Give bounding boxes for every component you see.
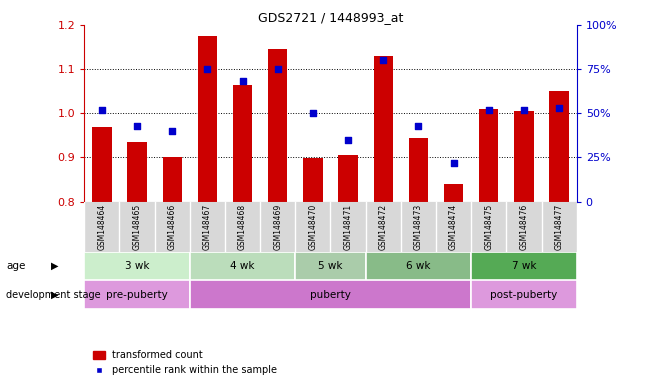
Text: GSM148476: GSM148476 <box>520 204 529 250</box>
Legend: transformed count, percentile rank within the sample: transformed count, percentile rank withi… <box>89 346 281 379</box>
Bar <box>444 184 463 202</box>
Text: GSM148473: GSM148473 <box>414 204 423 250</box>
Point <box>202 66 213 72</box>
Point <box>308 110 318 116</box>
Point <box>448 160 459 166</box>
Point <box>483 107 494 113</box>
Title: GDS2721 / 1448993_at: GDS2721 / 1448993_at <box>258 11 403 24</box>
Text: GSM148471: GSM148471 <box>343 204 353 250</box>
Text: 6 wk: 6 wk <box>406 261 431 271</box>
Text: GSM148470: GSM148470 <box>308 204 318 250</box>
Text: 7 wk: 7 wk <box>512 261 536 271</box>
Bar <box>190 252 295 280</box>
Text: GSM148465: GSM148465 <box>132 204 141 250</box>
Point <box>273 66 283 72</box>
Bar <box>338 155 358 202</box>
Text: ▶: ▶ <box>51 290 59 300</box>
Point <box>519 107 529 113</box>
Bar <box>479 109 498 202</box>
Bar <box>550 91 569 202</box>
Bar <box>515 111 534 202</box>
Point <box>343 137 353 143</box>
Text: GSM148467: GSM148467 <box>203 204 212 250</box>
Bar <box>373 56 393 202</box>
Bar <box>84 252 190 280</box>
Text: 3 wk: 3 wk <box>125 261 149 271</box>
Bar <box>127 142 146 202</box>
Text: ▶: ▶ <box>51 261 59 271</box>
Bar <box>471 280 577 309</box>
Text: GSM148477: GSM148477 <box>555 204 564 250</box>
Text: age: age <box>6 261 26 271</box>
Text: GSM148468: GSM148468 <box>238 204 247 250</box>
Bar <box>409 137 428 202</box>
Point <box>413 122 424 129</box>
Bar <box>233 84 252 202</box>
Text: GSM148466: GSM148466 <box>168 204 177 250</box>
Point <box>378 57 388 63</box>
Text: GSM148475: GSM148475 <box>484 204 493 250</box>
Bar <box>92 126 111 202</box>
Point <box>132 122 142 129</box>
Bar <box>163 157 182 202</box>
Bar <box>365 252 471 280</box>
Point <box>237 78 248 84</box>
Bar <box>190 280 471 309</box>
Bar <box>295 252 365 280</box>
Bar <box>84 280 190 309</box>
Text: development stage: development stage <box>6 290 101 300</box>
Text: post-puberty: post-puberty <box>491 290 557 300</box>
Point <box>167 128 178 134</box>
Point <box>97 107 107 113</box>
Text: pre-puberty: pre-puberty <box>106 290 168 300</box>
Text: GSM148472: GSM148472 <box>378 204 388 250</box>
Bar <box>198 36 217 202</box>
Point <box>554 105 564 111</box>
Bar <box>268 49 287 202</box>
Text: 5 wk: 5 wk <box>318 261 343 271</box>
Text: 4 wk: 4 wk <box>230 261 255 271</box>
Text: GSM148474: GSM148474 <box>449 204 458 250</box>
Text: puberty: puberty <box>310 290 351 300</box>
Text: GSM148464: GSM148464 <box>97 204 106 250</box>
Text: GSM148469: GSM148469 <box>273 204 283 250</box>
Bar <box>303 158 323 202</box>
Bar <box>471 252 577 280</box>
